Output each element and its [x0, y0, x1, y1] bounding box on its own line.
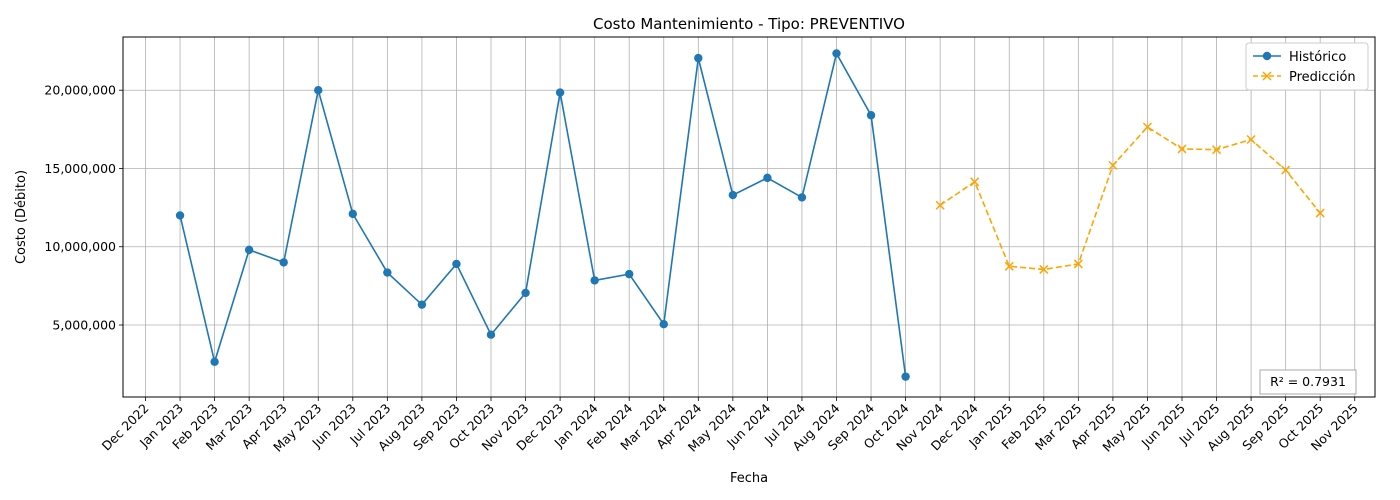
data-point-historico [866, 111, 876, 120]
data-point-historico [210, 357, 219, 366]
data-point-prediccion [1315, 208, 1325, 218]
legend-box [1245, 42, 1369, 91]
data-point-historico [383, 268, 392, 277]
data-point-prediccion [1281, 165, 1291, 175]
plot-frame [122, 36, 1376, 398]
x-axis-label: Fecha [730, 471, 768, 486]
legend-label-historico: Histórico [1289, 50, 1346, 65]
data-point-historico [590, 276, 599, 285]
r2-box [1259, 369, 1357, 395]
data-point-prediccion [1108, 160, 1118, 170]
data-point-historico [797, 193, 807, 202]
data-point-historico [175, 211, 185, 220]
data-point-historico [486, 330, 496, 339]
data-point-prediccion [1004, 261, 1014, 271]
data-point-prediccion [1177, 144, 1187, 154]
data-point-prediccion [935, 200, 945, 210]
y-axis-label: Costo (Débito) [14, 170, 29, 264]
data-point-historico [555, 88, 565, 97]
y-tick-label: 20,000,000 [44, 83, 116, 98]
y-tick-label: 15,000,000 [44, 161, 116, 176]
r2-text: R² = 0.7931 [1270, 374, 1346, 389]
data-point-historico [728, 190, 738, 200]
data-point-historico [279, 258, 288, 267]
legend-marker-prediccion [1262, 71, 1272, 81]
data-point-historico [348, 209, 357, 219]
data-point-historico [763, 173, 772, 183]
data-point-prediccion [970, 177, 980, 187]
data-point-historico [314, 86, 323, 95]
r2-annotation: R² = 0.7931 [1259, 369, 1357, 395]
data-point-prediccion [1212, 145, 1222, 155]
data-point-historico [521, 288, 530, 298]
data-point-historico [659, 320, 668, 329]
grid-lines [123, 37, 1375, 397]
y-tick-label: 10,000,000 [44, 239, 116, 254]
legend-marker-historico [1262, 51, 1272, 61]
y-tick-label: 5,000,000 [52, 318, 116, 333]
series-line-historico [179, 51, 907, 377]
series-layer [175, 49, 1325, 381]
data-point-historico [244, 245, 254, 255]
data-point-historico [832, 49, 841, 58]
data-point-prediccion [1039, 264, 1049, 274]
chart-title: Costo Mantenimiento - Tipo: PREVENTIVO [593, 15, 905, 33]
data-point-prediccion [1246, 134, 1256, 145]
data-point-historico [417, 300, 427, 309]
data-point-historico [625, 269, 634, 279]
data-point-prediccion [1142, 122, 1152, 132]
data-point-prediccion [1073, 259, 1083, 269]
data-point-historico [452, 259, 461, 269]
y-axis: 5,000,000 10,000,000 15,000,000 20,000,000 [44, 83, 123, 333]
data-point-historico [694, 53, 703, 63]
data-point-historico [901, 372, 910, 381]
legend-label-prediccion: Predicción [1289, 70, 1356, 85]
legend: Histórico Predicción [1245, 42, 1369, 91]
series-line-prediccion [939, 125, 1321, 271]
